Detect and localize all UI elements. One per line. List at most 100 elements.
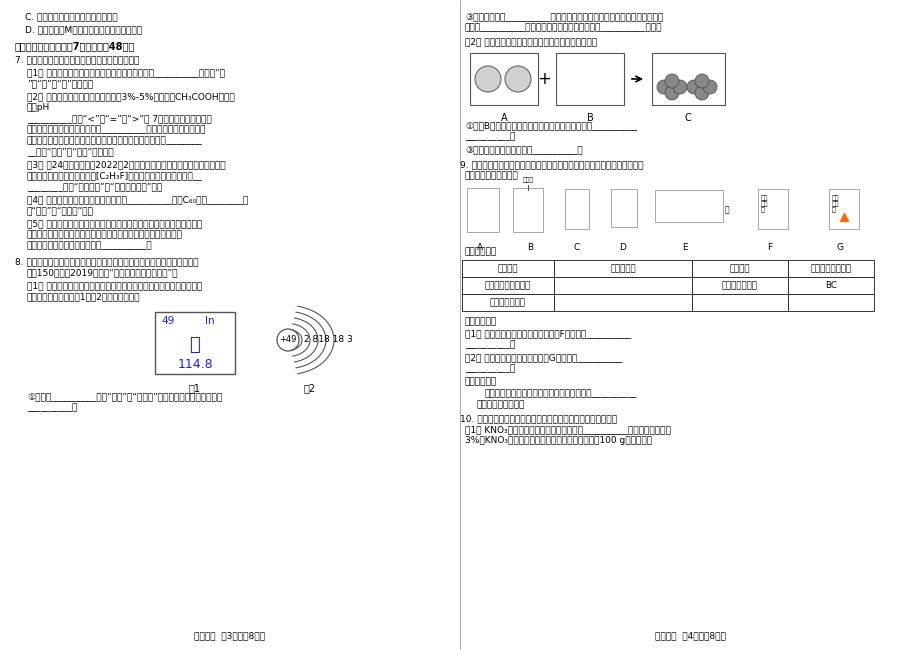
Bar bbox=[470, 53, 538, 105]
Bar bbox=[610, 189, 636, 227]
Text: 原因是__________。錘元素在元素周期表中位于第__________周期。: 原因是__________。錘元素在元素周期表中位于第__________周期。 bbox=[464, 23, 662, 32]
Text: 填“单质”或“化合物”）。: 填“单质”或“化合物”）。 bbox=[27, 206, 94, 215]
Text: （5） 我国可燃冰开采技术世界领先，将可燃冰进行二次能源开发意义重: （5） 我国可燃冰开采技术世界领先，将可燃冰进行二次能源开发意义重 bbox=[27, 219, 202, 228]
Circle shape bbox=[664, 74, 678, 88]
Text: 实验名称: 实验名称 bbox=[497, 264, 517, 273]
Circle shape bbox=[673, 80, 686, 94]
Circle shape bbox=[702, 80, 716, 94]
Text: 7. 化学与生活、科技息息相关。请填写下列空格。: 7. 化学与生活、科技息息相关。请填写下列空格。 bbox=[15, 55, 139, 64]
Text: 二、非选择题（本题共7个小题，內48分）: 二、非选择题（本题共7个小题，內48分） bbox=[15, 41, 135, 51]
Circle shape bbox=[656, 80, 670, 94]
Text: （1） 通常将产生的二氧化碳通入装置F，目的是__________: （1） 通常将产生的二氧化碳通入装置F，目的是__________ bbox=[464, 329, 630, 338]
Text: C: C bbox=[573, 243, 580, 252]
Text: 实验室制取二氧化碳: 实验室制取二氧化碳 bbox=[484, 281, 530, 290]
Text: D: D bbox=[618, 243, 626, 252]
Bar bbox=[691, 260, 788, 277]
Text: 实验室制取氧气: 实验室制取氧气 bbox=[490, 298, 526, 307]
Text: 水: 水 bbox=[724, 205, 729, 214]
Text: 化学试卷  第3页（共8页）: 化学试卷 第3页（共8页） bbox=[194, 631, 266, 640]
Circle shape bbox=[664, 86, 678, 100]
Bar bbox=[564, 189, 588, 229]
Text: C: C bbox=[684, 113, 690, 123]
Text: 酤的pH: 酤的pH bbox=[27, 103, 51, 112]
Text: 制取气体所选装置: 制取气体所选装置 bbox=[810, 264, 851, 273]
Circle shape bbox=[694, 86, 709, 100]
Text: 请完成下列实验内容。: 请完成下列实验内容。 bbox=[464, 171, 518, 180]
Text: __________。: __________。 bbox=[464, 340, 515, 349]
Text: （2） 如果将产生的氧气通入装置G，现象是__________: （2） 如果将产生的氧气通入装置G，现象是__________ bbox=[464, 353, 621, 362]
Text: 錘: 錘 bbox=[189, 336, 200, 354]
Bar bbox=[461, 277, 553, 294]
Text: 【交流总结】: 【交流总结】 bbox=[464, 377, 496, 386]
Text: （1） 为防止老年人发生骨质疏松，可补充一定量的__________。（填“馒: （1） 为防止老年人发生骨质疏松，可补充一定量的__________。（填“馒 bbox=[27, 68, 225, 77]
Bar bbox=[788, 294, 873, 311]
Text: 石灯石和稀盐酸: 石灯石和稀盐酸 bbox=[721, 281, 757, 290]
Bar bbox=[461, 260, 553, 277]
Text: 化学方程式: 化学方程式 bbox=[609, 264, 635, 273]
Text: 止水夹: 止水夹 bbox=[522, 177, 533, 183]
Bar bbox=[513, 188, 542, 232]
Text: D. 甲曲线上的M点代表两种溶液恰好完全反应: D. 甲曲线上的M点代表两种溶液恰好完全反应 bbox=[25, 25, 142, 34]
Text: 澄清
石灰
水: 澄清 石灰 水 bbox=[760, 195, 767, 213]
Text: 燃着
的蜡
烛: 燃着 的蜡 烛 bbox=[831, 195, 839, 213]
Text: （2） 食酤是常用的调味品，一般含有3%-5%的酤酸（CH₃COOH），食: （2） 食酤是常用的调味品，一般含有3%-5%的酤酸（CH₃COOH），食 bbox=[27, 92, 234, 101]
Text: 10. 溶液在日常生活、工农业生产和科学研究中具有广泛用途。: 10. 溶液在日常生活、工农业生产和科学研究中具有广泛用途。 bbox=[460, 414, 617, 423]
Text: （不写具体操作）。: （不写具体操作）。 bbox=[476, 400, 525, 409]
Bar bbox=[691, 277, 788, 294]
Text: 氢气），该反应的化学方程式为__________。: 氢气），该反应的化学方程式为__________。 bbox=[27, 241, 153, 250]
Text: B: B bbox=[586, 113, 593, 123]
Text: ①请将B框中的信息补充完整，你这样补充的理由是__________: ①请将B框中的信息补充完整，你这样补充的理由是__________ bbox=[464, 121, 637, 130]
Text: 选用药品: 选用药品 bbox=[729, 264, 749, 273]
Bar bbox=[467, 188, 498, 232]
Text: 成为国际标准。根据图1、图2完成下列内容。: 成为国际标准。根据图1、图2完成下列内容。 bbox=[27, 292, 141, 301]
Text: 会闻到酸味，从微观角度解释为__________。将白酤与捺碎的鸡荷壳: 会闻到酸味，从微观角度解释为__________。将白酤与捺碎的鸡荷壳 bbox=[27, 125, 206, 134]
Text: 如果实验室需要制取另一种气体，你的思路是__________: 如果实验室需要制取另一种气体，你的思路是__________ bbox=[484, 389, 637, 398]
Text: （1） 我国科学家张青莲教授主持测定的錘等多种元素的相对原子质量已: （1） 我国科学家张青莲教授主持测定的錘等多种元素的相对原子质量已 bbox=[27, 281, 202, 290]
Text: 8. 联合国认为提升化学的全球认知至关重要，并将距离门捷列夫发现元素周: 8. 联合国认为提升化学的全球认知至关重要，并将距离门捷列夫发现元素周 bbox=[15, 257, 199, 266]
Text: 墙将铺设新型塑料聚氟乙烯膜[C₂H₃F]，它美观耐用，该材料属于__: 墙将铺设新型塑料聚氟乙烯膜[C₂H₃F]，它美观耐用，该材料属于__ bbox=[27, 171, 202, 180]
Text: __（填“物理”或“化学”）变化。: __（填“物理”或“化学”）变化。 bbox=[27, 147, 114, 156]
Bar bbox=[757, 189, 788, 229]
Text: （2） 錘与氯气反应生成氯化錘的微观过程可表示为：: （2） 錘与氯气反应生成氯化錘的微观过程可表示为： bbox=[464, 37, 596, 46]
Text: 大。甲烷和水在一定条件下可制备合成气（主要成分是一氧化碳和: 大。甲烷和水在一定条件下可制备合成气（主要成分是一氧化碳和 bbox=[27, 230, 183, 239]
Bar bbox=[154, 312, 234, 374]
Bar bbox=[553, 260, 691, 277]
Text: ③錘原子核外有__________个电子层；錘的化学性质与铝的化学性质相似，: ③錘原子核外有__________个电子层；錘的化学性质与铝的化学性质相似， bbox=[464, 12, 663, 21]
Text: （4） 冰笱里放活性炭除异味主要利用其__________性；C₆₀属于________（: （4） 冰笱里放活性炭除异味主要利用其__________性；C₆₀属于____… bbox=[27, 195, 248, 204]
Text: __________。: __________。 bbox=[464, 364, 515, 373]
Text: G: G bbox=[835, 243, 843, 252]
Text: In: In bbox=[205, 316, 214, 326]
Text: 混合，发现有少量气泡产生且鸡荷壳逐渐减少，该变化属于________: 混合，发现有少量气泡产生且鸡荷壳逐渐减少，该变化属于________ bbox=[27, 136, 202, 145]
Bar bbox=[828, 189, 858, 229]
Text: A: A bbox=[500, 113, 506, 123]
Text: 114.8: 114.8 bbox=[177, 358, 212, 371]
Text: 图2: 图2 bbox=[303, 383, 316, 393]
Bar bbox=[461, 294, 553, 311]
Text: ①錘属于__________（填“金属”或“非金属”）元素，其相对原子质量为: ①錘属于__________（填“金属”或“非金属”）元素，其相对原子质量为 bbox=[27, 392, 222, 401]
Text: +49: +49 bbox=[279, 335, 296, 345]
Text: +: + bbox=[537, 70, 550, 88]
Text: C. 甲曲线对应氢氧化钓与硫酸钓反应: C. 甲曲线对应氢氧化钓与硫酸钓反应 bbox=[25, 12, 118, 21]
Text: 2 818 18 3: 2 818 18 3 bbox=[303, 335, 352, 345]
Bar bbox=[691, 294, 788, 311]
Bar bbox=[652, 53, 724, 105]
Text: 图1: 图1 bbox=[188, 383, 200, 393]
Bar bbox=[555, 53, 623, 105]
Text: 期律150周年的2019年定为“国际化学元素周期表年”。: 期律150周年的2019年定为“国际化学元素周期表年”。 bbox=[27, 268, 178, 277]
Circle shape bbox=[686, 80, 700, 94]
Bar bbox=[553, 294, 691, 311]
Bar bbox=[654, 190, 722, 222]
Text: ③该反应的基本反应类型为__________。: ③该反应的基本反应类型为__________。 bbox=[464, 145, 582, 154]
Text: E: E bbox=[682, 243, 687, 252]
Circle shape bbox=[505, 66, 530, 92]
Text: （1） KNO₃属于复合肥，所含的营养元素有__________，溶质质量分数为: （1） KNO₃属于复合肥，所含的营养元素有__________，溶质质量分数为 bbox=[464, 425, 670, 434]
Bar bbox=[553, 277, 691, 294]
Circle shape bbox=[474, 66, 501, 92]
Text: __________。: __________。 bbox=[464, 132, 515, 141]
Circle shape bbox=[694, 74, 709, 88]
Text: ________（填“金属材料”或“有机合成材料”）。: ________（填“金属材料”或“有机合成材料”）。 bbox=[27, 182, 162, 191]
Bar bbox=[788, 260, 873, 277]
Text: （3） 第24届冬奥会将于2022年2月在北京和张家口举行。冰上运动场馆外: （3） 第24届冬奥会将于2022年2月在北京和张家口举行。冰上运动场馆外 bbox=[27, 160, 225, 169]
Text: 【制取气体】: 【制取气体】 bbox=[464, 247, 496, 256]
Text: 【探究活动】: 【探究活动】 bbox=[464, 317, 496, 326]
